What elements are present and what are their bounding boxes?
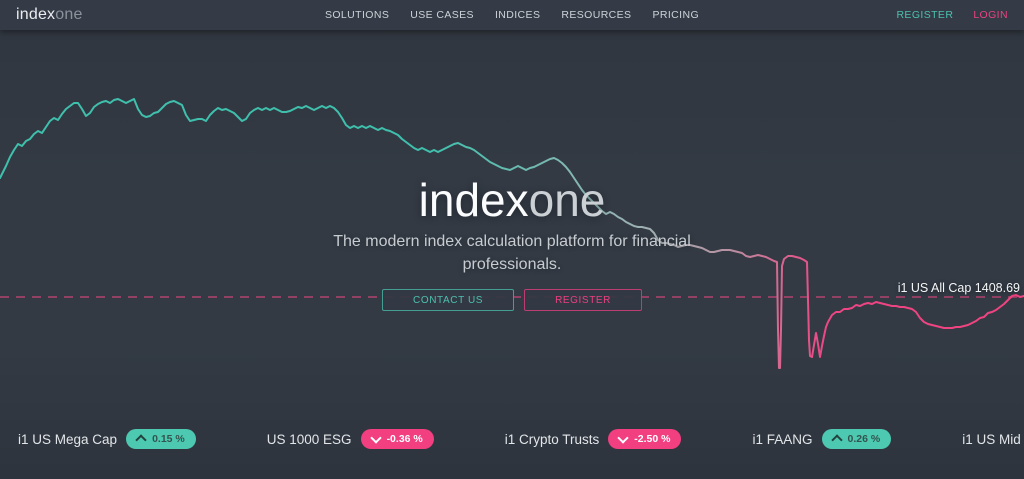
nav-links: SOLUTIONS USE CASES INDICES RESOURCES PR… [325, 9, 699, 21]
nav-item-solutions[interactable]: SOLUTIONS [324, 9, 390, 21]
ticker-label: i1 Crypto Trusts [504, 431, 600, 447]
chevron-up-icon [830, 434, 843, 446]
ticker-label: US 1000 ESG [266, 431, 352, 447]
ticker-item[interactable]: US 1000 ESG -0.36 % [267, 429, 434, 449]
index-ticker: i1 US Mega Cap 0.15 % US 1000 ESG -0.36 … [0, 429, 1024, 449]
contact-us-button[interactable]: CONTACT US [382, 289, 515, 312]
index-line [0, 98, 1024, 369]
nav-item-indices[interactable]: INDICES [494, 9, 541, 21]
hero-buttons: CONTACT US REGISTER [0, 289, 1024, 312]
ticker-item[interactable]: i1 Crypto Trusts -2.50 % [505, 429, 682, 449]
chevron-up-icon [135, 434, 147, 446]
auth-links: REGISTER LOGIN [896, 9, 1008, 21]
nav-register-link[interactable]: REGISTER [896, 9, 954, 21]
change-badge[interactable]: -0.36 % [360, 429, 434, 449]
register-button[interactable]: REGISTER [524, 289, 642, 312]
hero-title-secondary: one [528, 174, 606, 226]
change-value: -0.36 % [386, 433, 423, 445]
hero-section: indexone The modern index calculation pl… [0, 176, 1024, 312]
change-badge[interactable]: -2.50 % [608, 429, 682, 449]
ticker-item[interactable]: i1 FAANG 0.26 % [752, 429, 892, 449]
nav-login-link[interactable]: LOGIN [973, 9, 1008, 21]
nav-item-resources[interactable]: RESOURCES [561, 9, 632, 21]
hero-subtitle: The modern index calculation platform fo… [333, 233, 691, 273]
ticker-label: i1 FAANG [752, 431, 813, 447]
change-value: 0.15 % [152, 433, 185, 445]
change-value: 0.26 % [847, 433, 881, 445]
nav-item-pricing[interactable]: PRICING [652, 9, 700, 21]
change-value: -2.50 % [634, 433, 671, 445]
change-badge[interactable]: 0.15 % [126, 429, 196, 449]
chevron-down-icon [617, 432, 629, 444]
hero-title: indexone [0, 176, 1024, 224]
ticker-item[interactable]: i1 US Mega Cap 0.15 % [18, 429, 196, 449]
navbar: indexone SOLUTIONS USE CASES INDICES RES… [0, 0, 1024, 30]
brand-logo-primary: index [16, 6, 56, 23]
ticker-item[interactable]: i1 US Mid Cap -0.11 % [962, 429, 1024, 449]
hero-title-primary: index [418, 174, 529, 226]
index-value-label: i1 US All Cap 1408.69 [897, 281, 1020, 295]
brand-logo-secondary: one [55, 6, 83, 23]
ticker-label: i1 US Mega Cap [18, 431, 118, 447]
brand-logo[interactable]: indexone [16, 6, 83, 24]
ticker-label: i1 US Mid Cap [962, 431, 1024, 447]
nav-item-use-cases[interactable]: USE CASES [410, 9, 474, 21]
chevron-down-icon [369, 432, 382, 444]
change-badge[interactable]: 0.26 % [821, 429, 892, 449]
